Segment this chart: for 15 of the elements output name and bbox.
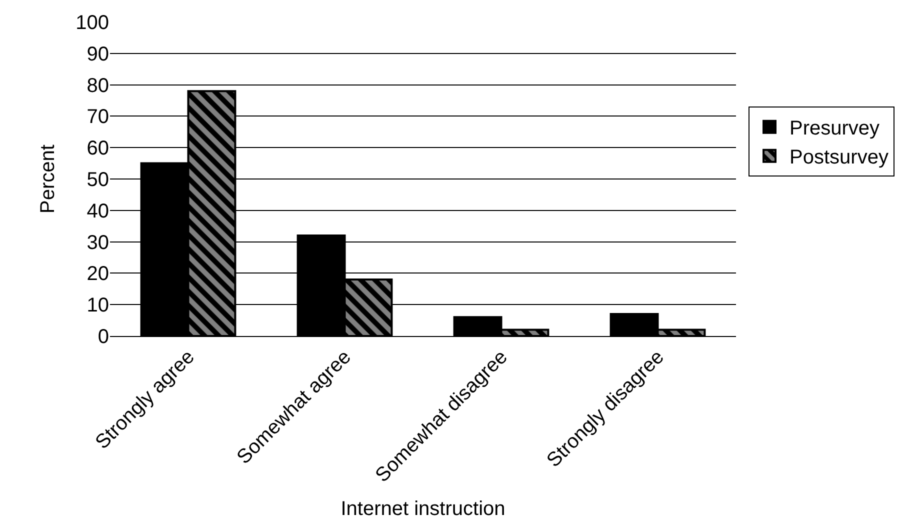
y-tick-label: 0 [98, 326, 109, 348]
legend-label: Presurvey [790, 118, 880, 140]
x-axis-title: Internet instruction [340, 498, 506, 520]
y-tick-label: 30 [86, 232, 109, 254]
y-tick-label: 90 [86, 43, 109, 66]
y-tick-label: 70 [86, 106, 109, 128]
y-tick-label: 10 [86, 294, 109, 317]
y-tick-label: 20 [86, 263, 109, 286]
y-tick-label: 50 [86, 169, 109, 191]
y-tick-label: 100 [76, 12, 109, 34]
y-tick-label: 80 [86, 74, 109, 97]
y-tick-label: 40 [86, 200, 109, 222]
text: Postsurvey [790, 146, 888, 169]
y-tick-label: 60 [86, 138, 109, 160]
y-axis-title: Percent [37, 144, 60, 214]
